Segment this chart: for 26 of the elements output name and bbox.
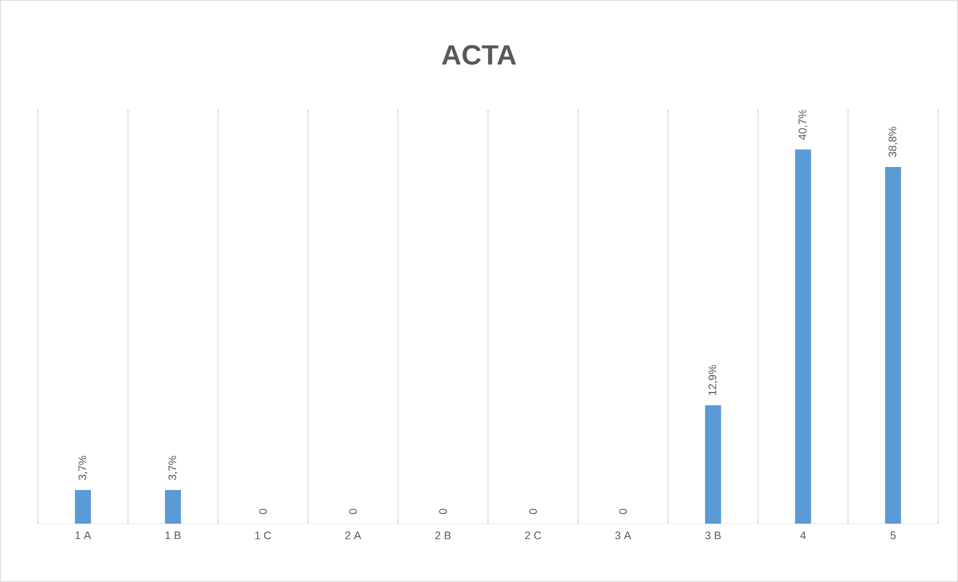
data-label: 0 [439, 508, 447, 514]
x-tick-label: 2 A [345, 532, 362, 540]
data-label: 40,7% [798, 109, 808, 140]
data-label: 0 [259, 508, 267, 514]
x-tick-label: 4 [800, 532, 806, 540]
data-label: 0 [619, 508, 627, 514]
data-label: 3,7% [168, 456, 178, 480]
x-tick-label: 3 A [615, 532, 632, 540]
bar [705, 405, 722, 524]
x-tick-label: 3 B [705, 532, 721, 540]
x-tick-label: 2 C [525, 532, 542, 540]
data-label: 3,7% [78, 456, 88, 480]
x-tick-label: 2 B [435, 532, 451, 540]
bar [795, 150, 812, 524]
data-label: 0 [529, 508, 537, 514]
data-label: 38,8% [888, 126, 898, 158]
bar [74, 490, 91, 524]
data-label: 0 [349, 508, 357, 514]
x-tick-label: 1 B [166, 532, 181, 540]
bar [164, 490, 181, 524]
data-label: 12,9% [708, 365, 718, 395]
chart-title: ACTA [442, 45, 516, 65]
bar [885, 167, 902, 524]
x-tick-label: 1 C [255, 532, 272, 540]
x-tick-label: 1 A [76, 532, 92, 540]
x-tick-label: 5 [890, 532, 896, 540]
